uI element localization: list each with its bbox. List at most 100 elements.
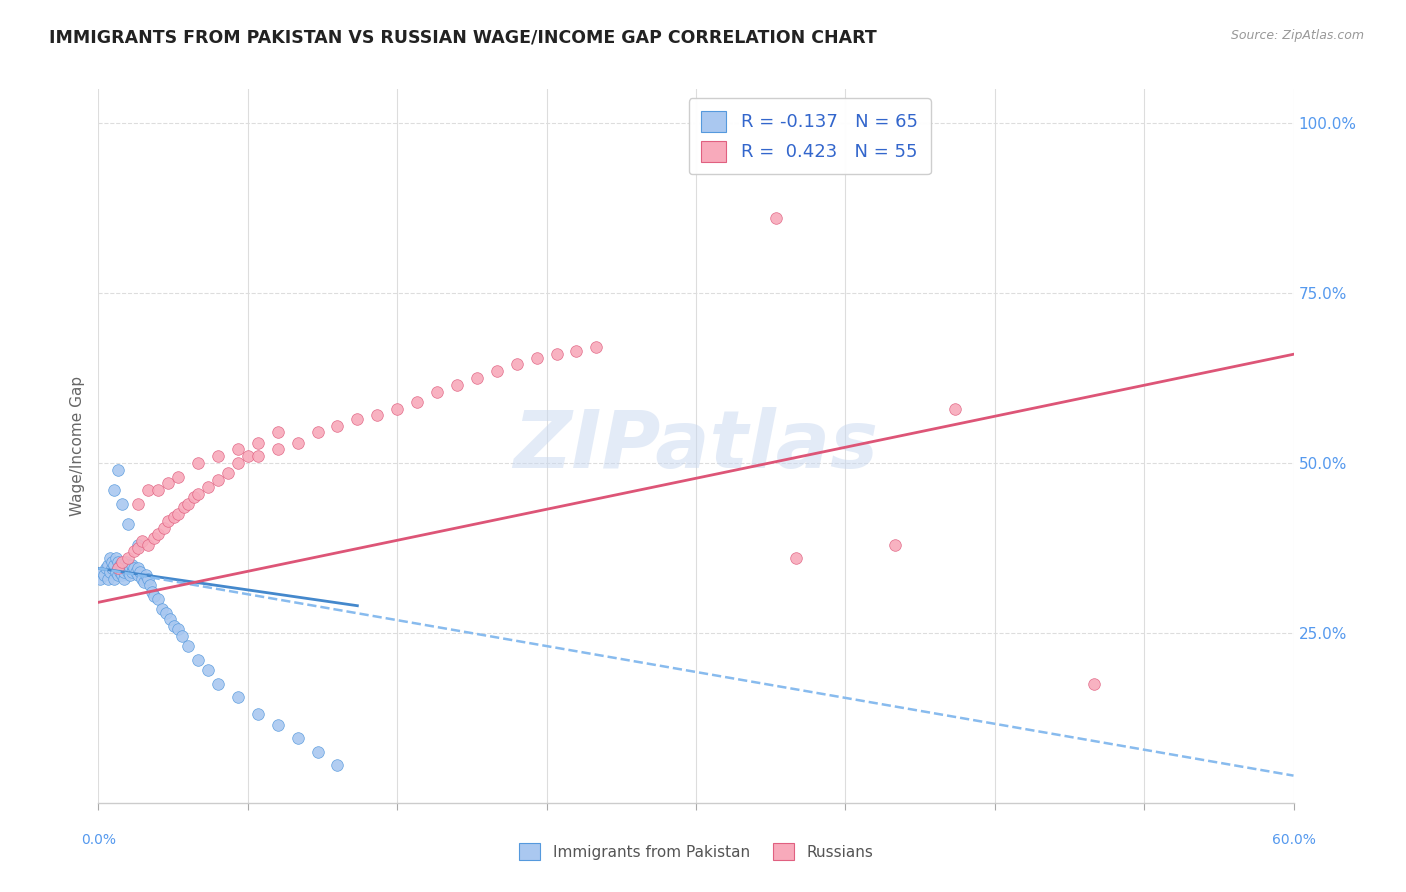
Point [115, 561, 138, 575]
Point [785, 551, 807, 566]
Y-axis label: Wage/Income Gap: Wage/Income Gap [69, 376, 84, 516]
Point [585, 341, 607, 355]
Point [765, 211, 787, 226]
Point [115, 555, 138, 569]
Point [120, 561, 142, 575]
Point [326, 758, 349, 772]
Point [155, 606, 177, 620]
Point [267, 717, 290, 731]
Point [207, 677, 229, 691]
Point [112, 565, 135, 579]
Point [163, 510, 186, 524]
Point [127, 541, 149, 555]
Point [197, 480, 219, 494]
Point [93, 568, 115, 582]
Point [177, 640, 200, 654]
Point [385, 401, 409, 416]
Point [98, 551, 122, 566]
Point [366, 409, 388, 423]
Point [98, 565, 122, 579]
Text: Source: ZipAtlas.com: Source: ZipAtlas.com [1230, 29, 1364, 42]
Point [246, 449, 269, 463]
Point [110, 558, 132, 572]
Point [884, 537, 907, 551]
Point [112, 572, 135, 586]
Point [226, 442, 249, 457]
Point [127, 568, 149, 582]
Point [153, 520, 176, 534]
Point [125, 565, 148, 579]
Point [131, 572, 153, 586]
Point [103, 572, 125, 586]
Point [485, 364, 508, 378]
Point [207, 473, 229, 487]
Point [148, 591, 170, 606]
Point [267, 425, 290, 440]
Point [406, 394, 429, 409]
Point [346, 412, 368, 426]
Point [172, 629, 194, 643]
Point [506, 358, 529, 372]
Point [565, 343, 588, 358]
Point [167, 623, 190, 637]
Point [127, 537, 149, 551]
Point [101, 555, 124, 569]
Point [143, 589, 166, 603]
Point [129, 565, 152, 579]
Point [136, 483, 159, 498]
Point [326, 418, 349, 433]
Point [105, 565, 128, 579]
Point [226, 690, 249, 705]
Text: 0.0%: 0.0% [82, 833, 115, 847]
Point [96, 561, 118, 575]
Point [117, 565, 139, 579]
Point [167, 469, 190, 483]
Point [246, 707, 269, 722]
Point [197, 663, 219, 677]
Point [183, 490, 205, 504]
Point [117, 558, 139, 572]
Point [526, 351, 548, 365]
Point [143, 531, 166, 545]
Point [173, 500, 195, 515]
Point [124, 544, 146, 558]
Point [110, 565, 132, 579]
Point [546, 347, 568, 361]
Point [97, 558, 120, 572]
Point [103, 483, 125, 498]
Point [307, 745, 329, 759]
Point [163, 619, 186, 633]
Point [91, 565, 114, 579]
Point [287, 435, 309, 450]
Point [446, 377, 468, 392]
Point [167, 507, 190, 521]
Point [107, 555, 129, 569]
Point [226, 456, 249, 470]
Point [120, 568, 142, 582]
Point [89, 572, 111, 586]
Point [157, 514, 180, 528]
Point [127, 561, 149, 575]
Point [177, 497, 200, 511]
Point [426, 384, 449, 399]
Point [111, 497, 134, 511]
Point [117, 551, 139, 566]
Point [187, 456, 209, 470]
Point [105, 551, 128, 566]
Point [217, 466, 239, 480]
Text: 60.0%: 60.0% [1271, 833, 1316, 847]
Point [187, 486, 209, 500]
Point [107, 561, 129, 575]
Point [136, 537, 159, 551]
Point [287, 731, 309, 746]
Point [157, 476, 180, 491]
Text: ZIPatlas: ZIPatlas [513, 407, 879, 485]
Point [124, 561, 146, 575]
Point [136, 572, 159, 586]
Point [127, 497, 149, 511]
Point [107, 568, 129, 582]
Legend: Immigrants from Pakistan, Russians: Immigrants from Pakistan, Russians [513, 837, 879, 866]
Point [307, 425, 329, 440]
Point [159, 612, 181, 626]
Point [117, 517, 139, 532]
